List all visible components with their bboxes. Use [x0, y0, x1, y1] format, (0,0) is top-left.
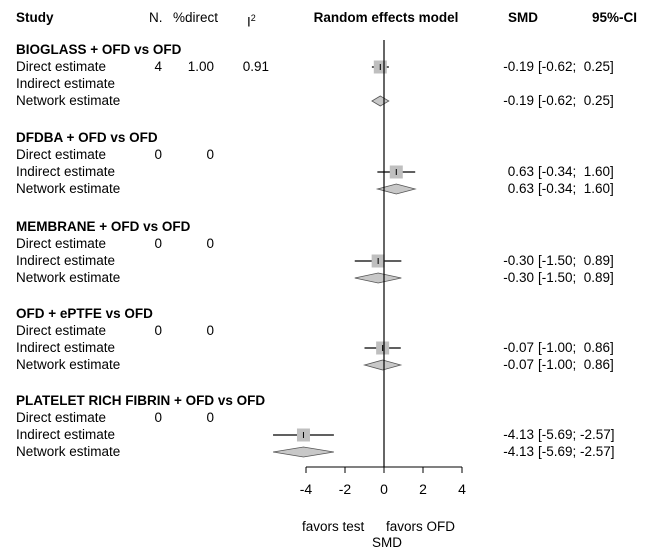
row-ci: [-1.00; 0.86] [538, 357, 614, 372]
row-n: 0 [154, 147, 162, 162]
row-smd: 0.63 [507, 181, 534, 196]
row-n: 0 [154, 323, 162, 338]
comparison-title: PLATELET RICH FIBRIN + OFD vs OFD [16, 393, 266, 408]
row-label: Network estimate [16, 357, 121, 372]
row-ci: [-0.62; 0.25] [538, 59, 614, 74]
row-direct-pct: 1.00 [187, 59, 214, 74]
x-tick-label: 0 [380, 481, 388, 497]
x-tick-label: -4 [300, 481, 313, 497]
x-tick-label: 4 [458, 481, 466, 497]
row-smd: -0.30 [503, 253, 534, 268]
network-diamond [354, 272, 402, 284]
network-diamond [362, 359, 403, 371]
network-diamond [371, 95, 390, 107]
row-direct-pct: 0 [206, 323, 214, 338]
x-tick-label: -2 [339, 481, 352, 497]
row-n: 4 [154, 59, 162, 74]
row-ci: [-0.34; 1.60] [538, 164, 614, 179]
row-label: Network estimate [16, 181, 121, 196]
header-model: Random effects model [313, 10, 459, 25]
row-label: Direct estimate [16, 59, 107, 74]
row-label: Direct estimate [16, 410, 107, 425]
x-tick-label: 2 [419, 481, 427, 497]
network-diamond [272, 446, 334, 458]
row-direct-pct: 0 [206, 236, 214, 251]
row-smd: -0.19 [503, 93, 534, 108]
header-i2: I2 [247, 13, 256, 30]
row-i2: 0.91 [242, 59, 269, 74]
header-ci: 95%-CI [592, 10, 638, 25]
row-smd: -4.13 [503, 427, 534, 442]
row-label: Network estimate [16, 270, 121, 285]
row-ci: [-1.00; 0.86] [538, 340, 614, 355]
row-ci: [-0.62; 0.25] [538, 93, 614, 108]
x-axis-title: SMD [372, 535, 402, 550]
header-smd: SMD [508, 10, 538, 25]
row-smd: -0.19 [503, 59, 534, 74]
row-label: Indirect estimate [16, 427, 116, 442]
row-n: 0 [154, 236, 162, 251]
row-label: Indirect estimate [16, 76, 116, 91]
row-label: Indirect estimate [16, 340, 116, 355]
row-smd: -4.13 [503, 444, 534, 459]
row-smd: -0.07 [503, 340, 534, 355]
row-label: Network estimate [16, 444, 121, 459]
favors-right-label: favors OFD [386, 519, 456, 534]
row-label: Direct estimate [16, 323, 107, 338]
row-label: Direct estimate [16, 236, 107, 251]
row-smd: -0.07 [503, 357, 534, 372]
comparison-title: MEMBRANE + OFD vs OFD [16, 219, 191, 234]
comparison-title: BIOGLASS + OFD vs OFD [16, 42, 182, 57]
network-diamond [375, 183, 417, 195]
row-n: 0 [154, 410, 162, 425]
comparison-title: DFDBA + OFD vs OFD [16, 130, 158, 145]
favors-left-label: favors test [302, 519, 365, 534]
row-ci: [-1.50; 0.89] [538, 270, 614, 285]
row-direct-pct: 0 [206, 410, 214, 425]
header-direct-pct: %direct [173, 10, 219, 25]
row-label: Indirect estimate [16, 253, 116, 268]
comparison-title: OFD + ePTFE vs OFD [16, 306, 153, 321]
row-ci: [-5.69; -2.57] [538, 427, 615, 442]
row-label: Direct estimate [16, 147, 107, 162]
row-ci: [-1.50; 0.89] [538, 253, 614, 268]
row-smd: -0.30 [503, 270, 534, 285]
row-smd: 0.63 [507, 164, 534, 179]
header-study: Study [16, 10, 54, 25]
row-ci: [-5.69; -2.57] [538, 444, 615, 459]
row-label: Indirect estimate [16, 164, 116, 179]
row-ci: [-0.34; 1.60] [538, 181, 614, 196]
row-label: Network estimate [16, 93, 121, 108]
header-n: N. [149, 10, 163, 25]
row-direct-pct: 0 [206, 147, 214, 162]
